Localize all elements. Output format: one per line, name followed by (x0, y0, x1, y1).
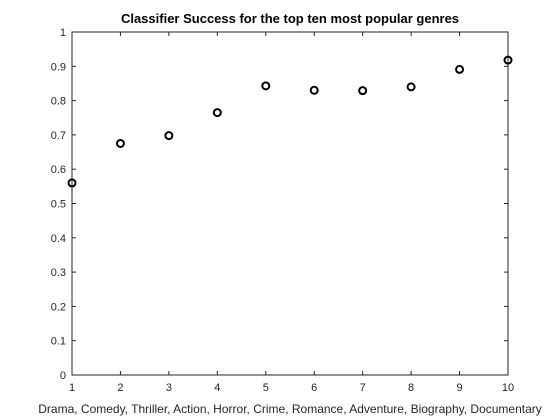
y-tick-label: 0 (60, 370, 66, 382)
data-point (503, 55, 513, 65)
x-tick-label: 7 (360, 382, 366, 394)
plot-area (71, 31, 509, 376)
x-tick-label: 1 (69, 382, 75, 394)
data-point (115, 138, 125, 148)
data-point (309, 85, 319, 95)
x-tick-label: 9 (456, 382, 462, 394)
y-tick-label: 0.6 (51, 164, 66, 176)
x-tick-label: 4 (214, 382, 220, 394)
x-tick-label: 5 (263, 382, 269, 394)
y-tick-label: 0.4 (51, 233, 66, 245)
data-points (67, 55, 513, 188)
x-tick-label: 10 (502, 382, 514, 394)
chart-title: Classifier Success for the top ten most … (121, 11, 459, 26)
y-tick-label: 0.1 (51, 336, 66, 348)
y-tick-label: 0.2 (51, 301, 66, 313)
data-point (67, 178, 77, 188)
x-tick-label: 8 (408, 382, 414, 394)
y-tick-label: 0.3 (51, 267, 66, 279)
y-tick-label: 0.9 (51, 61, 66, 73)
x-axis: 1 2 3 4 5 6 7 8 9 10 (69, 32, 514, 394)
x-tick-label: 3 (166, 382, 172, 394)
x-axis-label: Drama, Comedy, Thriller, Action, Horror,… (38, 402, 542, 416)
data-point (406, 82, 416, 92)
data-point (212, 108, 222, 118)
y-tick-label: 0.8 (51, 96, 66, 108)
y-tick-label: 0.5 (51, 199, 66, 211)
y-tick-label: 1 (60, 27, 66, 39)
data-point (164, 131, 174, 141)
y-tick-label: 0.7 (51, 130, 66, 142)
x-tick-label: 6 (311, 382, 317, 394)
y-axis: 0 0.1 0.2 0.3 0.4 0.5 0.6 0.7 0.8 0.9 1 (51, 27, 508, 382)
data-point (358, 86, 368, 96)
x-tick-label: 2 (117, 382, 123, 394)
data-point (455, 64, 465, 74)
data-point (261, 81, 271, 91)
